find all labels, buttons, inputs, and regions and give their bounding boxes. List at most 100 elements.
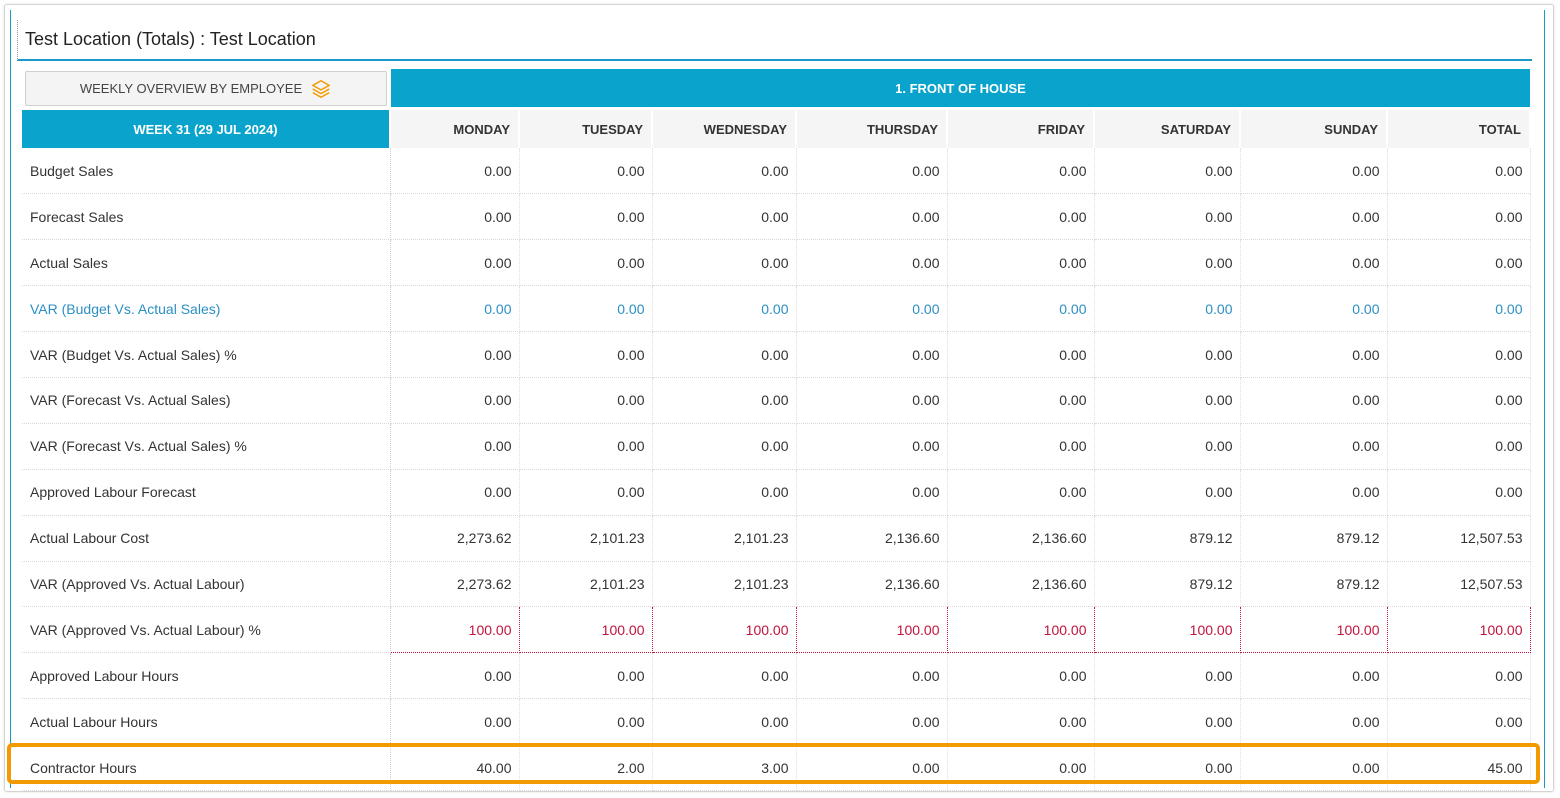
week-label: WEEK 31 (29 JUL 2024) [22, 110, 391, 148]
cell-value: 879.12 [1094, 515, 1241, 562]
cell-value: 0.00 [796, 331, 948, 378]
cell-value: 0.00 [947, 331, 1095, 378]
cell-value: 0.00 [796, 148, 948, 195]
cell-value: 0.00 [1387, 652, 1531, 700]
row-label: Approved Labour Hours [22, 652, 391, 700]
cell-value: 0.00 [652, 377, 797, 424]
cell-value: 0.00 [390, 469, 520, 516]
cell-value[interactable]: 0.00 [652, 285, 797, 333]
cell-value: 879.12 [1240, 561, 1388, 608]
row-label: VAR (Budget Vs. Actual Sales) % [22, 331, 391, 378]
cell-value: 100.00 [1094, 606, 1241, 654]
table-row: Approved Labour Forecast 0.00 0.00 0.00 0.00… [22, 469, 1531, 516]
cell-value: 0.00 [652, 148, 797, 195]
cell-value: 0.00 [1094, 698, 1241, 746]
cell-value: 0.00 [796, 423, 948, 470]
cell-value: 0.00 [1240, 331, 1388, 378]
cell-value: 0.00 [796, 377, 948, 424]
cell-value: 2,101.23 [519, 561, 653, 608]
cell-value: 0.00 [796, 698, 948, 746]
cell-value[interactable]: 0.00 [796, 285, 948, 333]
cell-value: 0.00 [390, 148, 520, 195]
weekly-overview-table: WEEK 31 (29 JUL 2024) MONDAY TUESDAY WEDNE… [22, 110, 1531, 791]
table-row: VAR (Budget Vs. Actual Sales) 0.00 0.00 0.0… [22, 285, 1531, 333]
cell-value: 0.00 [947, 698, 1095, 746]
cell-value: 879.12 [1240, 515, 1388, 562]
cell-value: 0.00 [519, 469, 653, 516]
table-row: VAR (Forecast Vs. Actual Sales) % 0.00 0.0… [22, 423, 1531, 470]
cell-value[interactable]: 0.00 [1387, 285, 1531, 333]
cell-value: 0.00 [947, 239, 1095, 287]
cell-value: 100.00 [519, 606, 653, 654]
cell-value: 0.00 [1240, 193, 1388, 241]
cell-value: 0.00 [796, 744, 948, 791]
cell-value: 100.00 [1240, 606, 1388, 654]
column-header-tuesday: TUESDAY [519, 110, 653, 148]
cell-value: 0.00 [1094, 423, 1241, 470]
cell-value: 100.00 [796, 606, 948, 654]
cell-value: 0.00 [947, 652, 1095, 700]
table-row: VAR (Forecast Vs. Actual Sales) 0.00 0.00 0… [22, 377, 1531, 424]
cell-value[interactable]: 0.00 [947, 285, 1095, 333]
cell-value: 0.00 [1240, 239, 1388, 287]
cell-value[interactable]: 0.00 [390, 285, 520, 333]
table-row: Budget Sales 0.00 0.00 0.00 0.00 0.00 0.00 0.00… [22, 148, 1531, 195]
weekly-overview-by-employee-button[interactable]: WEEKLY OVERVIEW BY EMPLOYEE [25, 71, 387, 106]
cell-value[interactable]: 0.00 [1094, 285, 1241, 333]
cell-value: 0.00 [390, 239, 520, 287]
row-label: VAR (Forecast Vs. Actual Sales) % [22, 423, 391, 470]
cell-value: 0.00 [390, 331, 520, 378]
cell-value: 2,101.23 [652, 561, 797, 608]
cell-value: 0.00 [796, 469, 948, 516]
table-row: VAR (Budget Vs. Actual Sales) % 0.00 0.00 0… [22, 331, 1531, 378]
cell-value: 12,507.53 [1387, 515, 1531, 562]
cell-value: 0.00 [652, 239, 797, 287]
cell-value: 0.00 [1094, 331, 1241, 378]
cell-value: 0.00 [519, 652, 653, 700]
cell-value: 0.00 [652, 331, 797, 378]
cell-value: 2,273.62 [390, 561, 520, 608]
cell-value: 0.00 [947, 377, 1095, 424]
row-label: Actual Labour Cost [22, 515, 391, 562]
cell-value: 0.00 [652, 652, 797, 700]
row-label: Approved Labour Forecast [22, 469, 391, 516]
cell-value: 0.00 [652, 193, 797, 241]
table-row: Contractor Hours 40.00 2.00 3.00 0.00 0.00 0.0… [22, 744, 1531, 791]
table-row: Actual Labour Hours 0.00 0.00 0.00 0.00 0.00 0… [22, 698, 1531, 746]
cell-value: 100.00 [652, 606, 797, 654]
cell-value: 0.00 [1240, 423, 1388, 470]
cell-value: 0.00 [390, 423, 520, 470]
column-header-wednesday: WEDNESDAY [652, 110, 797, 148]
table-row: Actual Labour Cost 2,273.62 2,101.23 2,101.… [22, 515, 1531, 562]
row-label[interactable]: VAR (Budget Vs. Actual Sales) [22, 285, 391, 333]
row-label: Actual Labour Hours [22, 698, 391, 746]
cell-value: 0.00 [390, 193, 520, 241]
cell-value: 0.00 [1387, 148, 1531, 195]
row-label: Actual Sales [22, 239, 391, 287]
row-label: VAR (Approved Vs. Actual Labour) % [22, 606, 391, 654]
column-header-friday: FRIDAY [947, 110, 1095, 148]
cell-value: 0.00 [519, 423, 653, 470]
cell-value: 0.00 [652, 469, 797, 516]
column-header-total: TOTAL [1387, 110, 1531, 148]
cell-value: 0.00 [519, 377, 653, 424]
cell-value: 2,136.60 [796, 515, 948, 562]
cell-value: 2,273.62 [390, 515, 520, 562]
cell-value: 0.00 [947, 744, 1095, 791]
page-title: Test Location (Totals) : Test Location [25, 29, 316, 49]
cell-value: 100.00 [390, 606, 520, 654]
cell-value: 100.00 [1387, 606, 1531, 654]
cell-value[interactable]: 0.00 [1240, 285, 1388, 333]
cell-value: 879.12 [1094, 561, 1241, 608]
cell-value: 0.00 [1387, 239, 1531, 287]
cell-value: 2,136.60 [947, 515, 1095, 562]
cell-value: 0.00 [947, 148, 1095, 195]
cell-value: 45.00 [1387, 744, 1531, 791]
cell-value[interactable]: 0.00 [519, 285, 653, 333]
cell-value: 2,136.60 [947, 561, 1095, 608]
row-label: Contractor Hours [22, 744, 391, 791]
cell-value: 0.00 [1387, 193, 1531, 241]
cell-value: 40.00 [390, 744, 520, 791]
cell-value: 0.00 [519, 193, 653, 241]
cell-value: 0.00 [652, 698, 797, 746]
